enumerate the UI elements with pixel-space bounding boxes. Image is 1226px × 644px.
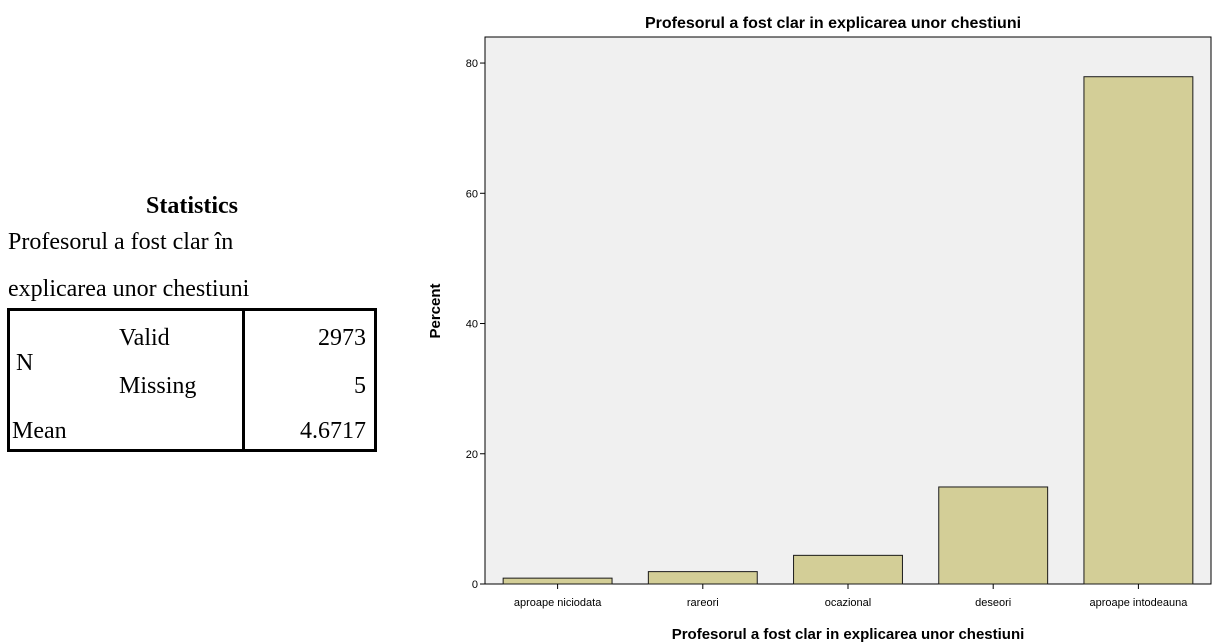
- bar-deseori: [938, 486, 1049, 585]
- bars: [502, 76, 1194, 585]
- statistics-table: N Valid 2973 Missing 5 Mean 4.6717: [7, 308, 377, 452]
- y-axis-label: Percent: [427, 283, 444, 338]
- statistics-panel: Statistics Profesorul a fost clar în exp…: [0, 0, 400, 644]
- y-tick-label: 40: [466, 319, 478, 331]
- statistics-title: Statistics: [146, 193, 238, 219]
- y-tick-label: 20: [466, 449, 478, 461]
- y-axis: 0 20 40 60 80: [466, 58, 485, 591]
- valid-label: Valid: [119, 325, 170, 351]
- x-tick-label: aproape niciodata: [514, 597, 602, 609]
- chart-title: Profesorul a fost clar in explicarea uno…: [645, 15, 1021, 32]
- x-tick-label: aproape intodeauna: [1089, 597, 1188, 609]
- x-tick-label: rareori: [687, 597, 719, 609]
- y-tick-label: 60: [466, 188, 478, 200]
- x-tick-label: ocazional: [825, 597, 871, 609]
- mean-label: Mean: [12, 418, 67, 444]
- y-tick-label: 0: [472, 579, 478, 591]
- bar-rareori: [647, 571, 758, 585]
- statistics-variable-line1: Profesorul a fost clar în: [8, 229, 234, 255]
- x-tick-label: deseori: [975, 597, 1011, 609]
- statistics-variable-line2: explicarea unor chestiuni: [8, 276, 250, 302]
- missing-value: 5: [354, 373, 366, 399]
- missing-label: Missing: [119, 373, 197, 399]
- bar-ocazional: [793, 554, 903, 585]
- y-tick-label: 80: [466, 58, 478, 70]
- x-axis-label: Profesorul a fost clar in explicarea uno…: [672, 626, 1025, 643]
- bar-aproape-niciodata: [502, 577, 613, 585]
- table-divider: [242, 311, 245, 449]
- n-label: N: [16, 350, 34, 376]
- mean-value: 4.6717: [300, 418, 366, 444]
- x-axis: aproape niciodata rareori ocazional deseori…: [514, 584, 1188, 609]
- valid-value: 2973: [318, 325, 366, 351]
- bar-aproape-intodeauna: [1083, 76, 1194, 585]
